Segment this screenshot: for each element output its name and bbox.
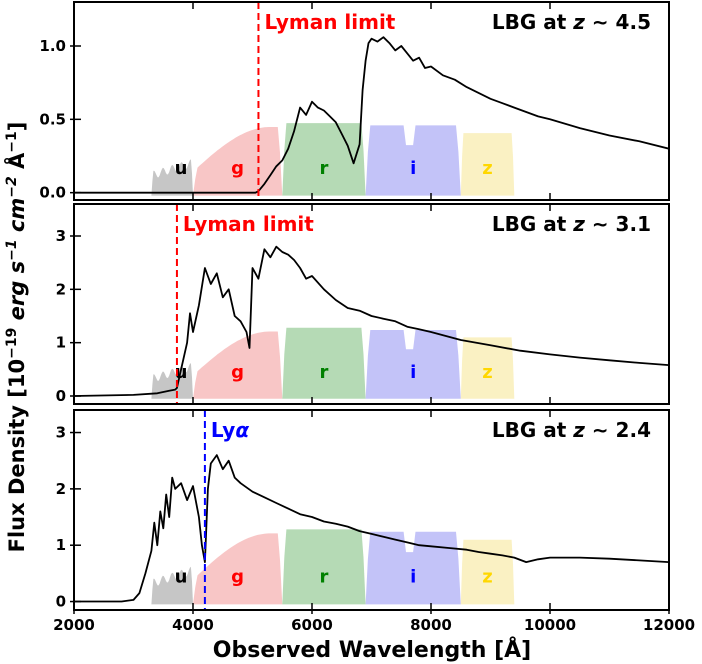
y-tick-label: 1 xyxy=(56,334,66,352)
filter-z xyxy=(460,133,515,196)
spectrum-line xyxy=(74,36,669,194)
filter-i xyxy=(365,330,461,399)
filter-i xyxy=(365,531,461,605)
y-tick-label: 2 xyxy=(56,480,66,498)
filter-label-i: i xyxy=(410,362,416,383)
ylabel-part: erg s xyxy=(5,261,29,320)
ylabel-sup: −2 xyxy=(4,176,20,197)
title-text: LBG at xyxy=(492,10,573,34)
filter-label-g: g xyxy=(231,158,244,179)
feature-label: Lyα xyxy=(211,418,249,442)
filter-u xyxy=(151,363,193,399)
filter-label-z: z xyxy=(482,362,492,383)
feature-label: Lyman limit xyxy=(183,212,314,236)
title-z: z xyxy=(572,418,585,442)
y-tick-label: 3 xyxy=(56,424,66,442)
panel-frame xyxy=(73,203,670,405)
ylabel-part: Å xyxy=(4,152,29,176)
plot-area xyxy=(74,454,669,605)
x-tick-label: 2000 xyxy=(53,616,95,634)
y-tick-label: 0.0 xyxy=(39,184,66,202)
filter-label-i: i xyxy=(410,566,416,587)
ylabel-sup: −1 xyxy=(4,239,20,260)
y-tick-label: 3 xyxy=(56,227,66,245)
y-tick-label: 1.0 xyxy=(39,37,66,55)
x-tick-label: 6000 xyxy=(291,616,333,634)
x-tick-label: 8000 xyxy=(410,616,452,634)
spectrum-line xyxy=(74,245,669,397)
plot-area xyxy=(74,245,669,399)
panel-frame xyxy=(73,1,670,201)
y-tick-label: 0.5 xyxy=(39,110,66,128)
ylabel-part xyxy=(5,320,29,327)
filter-label-r: r xyxy=(319,158,328,179)
filter-label-u: u xyxy=(175,566,188,587)
feature-label-greek: α xyxy=(235,418,249,442)
ylabel-part: cm xyxy=(5,198,29,240)
filter-label-z: z xyxy=(482,158,492,179)
filter-g xyxy=(193,127,283,196)
filter-z xyxy=(460,337,515,399)
filter-label-r: r xyxy=(319,362,328,383)
panel-frame xyxy=(73,409,670,611)
panel-z24: u g r i z Lyα LBG at z ∼ 2.4 0 1 2 3 xyxy=(56,409,670,611)
filter-label-i: i xyxy=(410,158,416,179)
spectrum-line xyxy=(74,454,669,603)
filter-g xyxy=(193,331,283,399)
panel-z31: u g r i z Lyman limit LBG at z ∼ 3.1 0 1 2 3 xyxy=(56,203,670,405)
feature-label-text: Ly xyxy=(211,418,235,442)
ylabel-sup: −1 xyxy=(4,131,20,152)
filter-g xyxy=(193,533,283,605)
filter-u xyxy=(151,566,193,605)
filter-r xyxy=(282,529,366,605)
filter-label-g: g xyxy=(231,362,244,383)
panel-title: LBG at z ∼ 3.1 xyxy=(492,212,651,236)
panel-title: LBG at z ∼ 4.5 xyxy=(492,10,651,34)
title-text: LBG at xyxy=(492,212,573,236)
plot-area xyxy=(74,36,669,196)
filter-i xyxy=(365,125,461,196)
y-tick-label: 1 xyxy=(56,536,66,554)
filter-label-u: u xyxy=(175,158,188,179)
title-text: LBG at xyxy=(492,418,573,442)
title-z: z xyxy=(572,212,585,236)
title-text: ∼ 4.5 xyxy=(585,10,651,34)
y-tick-label: 2 xyxy=(56,280,66,298)
ylabel-part: ] xyxy=(5,122,29,132)
filter-label-u: u xyxy=(175,362,188,383)
panel-z45: u g r i z Lyman limit LBG at z ∼ 4.5 0.0 0.5 1.0 xyxy=(39,1,670,202)
filter-label-r: r xyxy=(319,566,328,587)
y-tick-label: 0 xyxy=(56,387,66,405)
x-tick-label: 12000 xyxy=(643,616,695,634)
x-tick-label: 10000 xyxy=(524,616,576,634)
x-tick-label: 4000 xyxy=(172,616,214,634)
title-text: ∼ 3.1 xyxy=(585,212,651,236)
filter-label-z: z xyxy=(482,566,492,587)
title-z: z xyxy=(572,10,585,34)
filter-u xyxy=(151,159,193,196)
feature-label: Lyman limit xyxy=(264,10,395,34)
filter-label-g: g xyxy=(231,566,244,587)
title-text: ∼ 2.4 xyxy=(585,418,651,442)
ylabel-part: Flux Density [10 xyxy=(5,359,29,553)
filter-r xyxy=(282,327,366,399)
x-axis-label: Observed Wavelength [Å] xyxy=(213,637,531,663)
ylabel-sup: −19 xyxy=(4,328,20,359)
y-axis-label: Flux Density [10−19 erg s−1 cm−2 Å−1] xyxy=(4,122,29,553)
y-tick-label: 0 xyxy=(56,593,66,611)
panel-title: LBG at z ∼ 2.4 xyxy=(492,418,651,442)
